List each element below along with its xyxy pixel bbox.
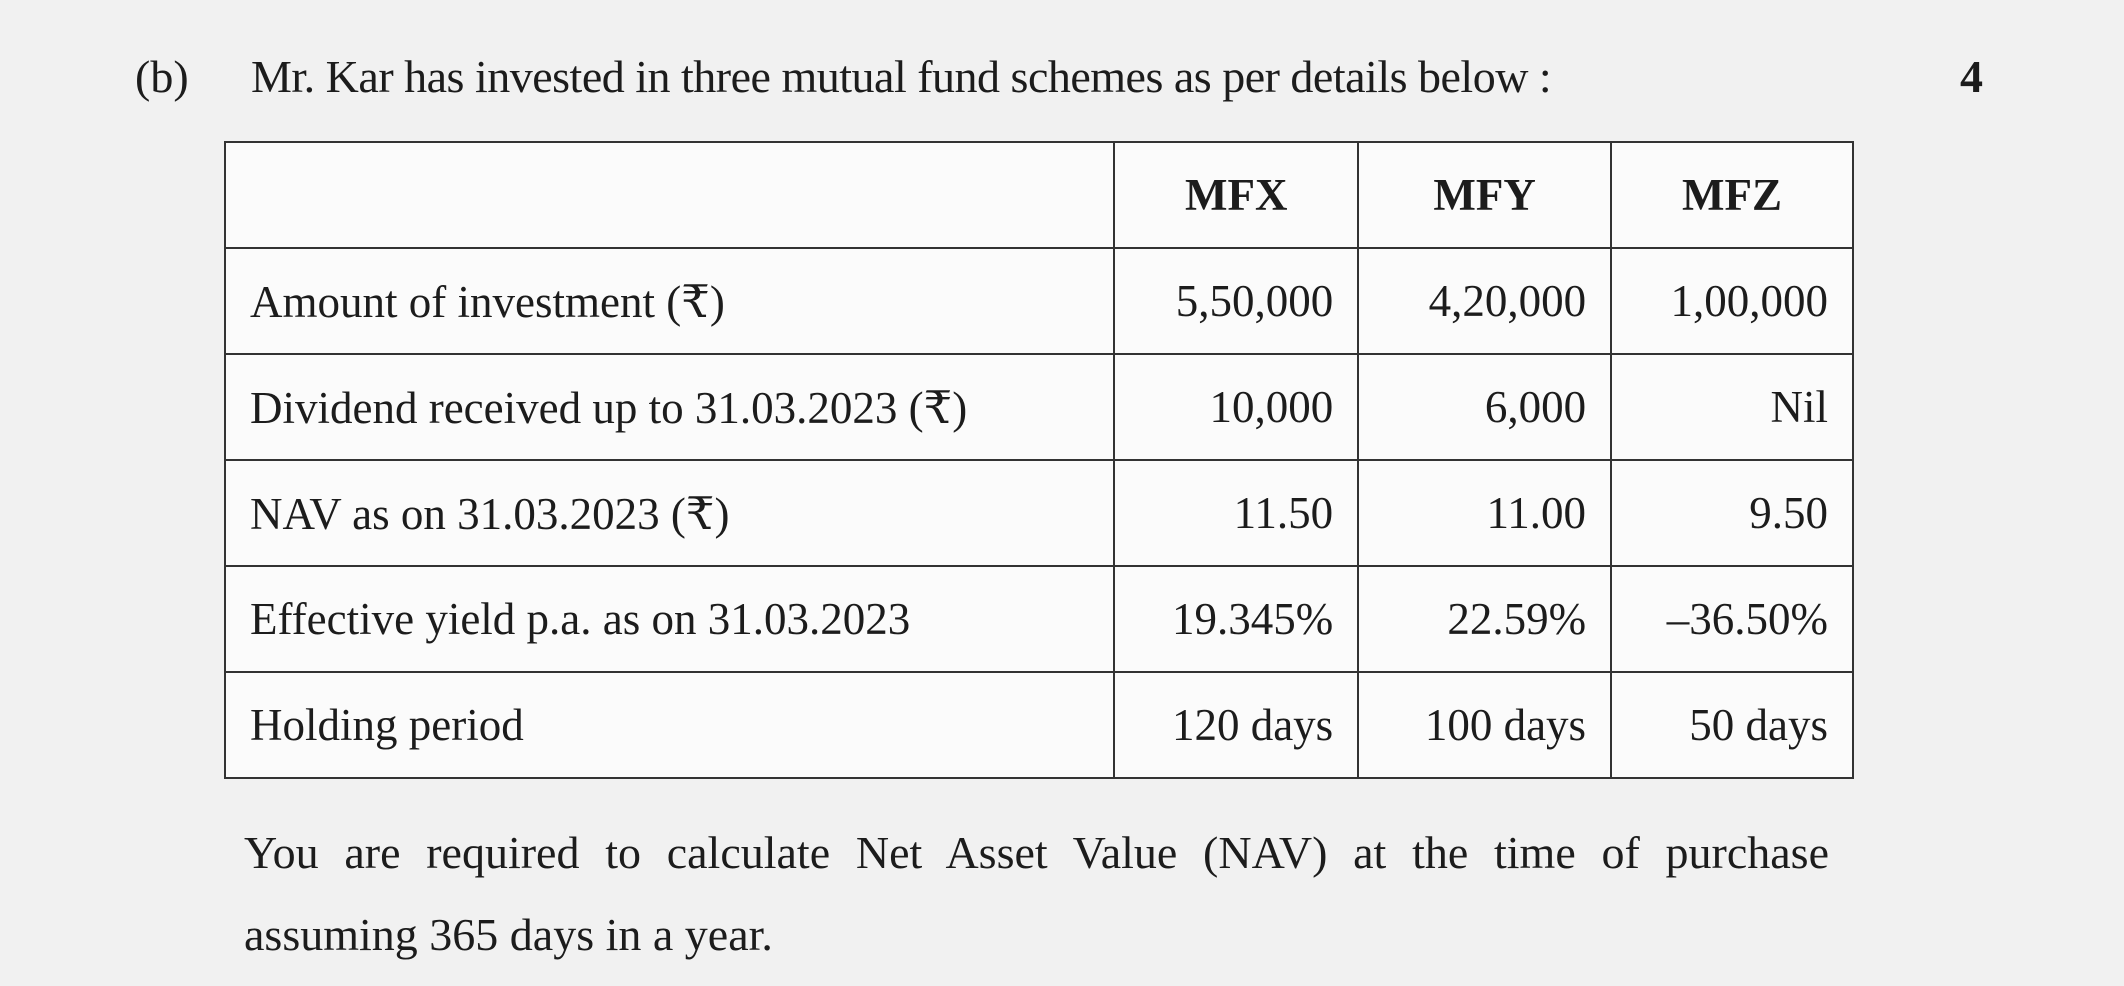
cell-value: 6,000 bbox=[1357, 353, 1613, 461]
cell-value: 19.345% bbox=[1113, 565, 1360, 673]
cell-value: 11.00 bbox=[1357, 459, 1613, 567]
row-label: Effective yield p.a. as on 31.03.2023 bbox=[223, 565, 1116, 673]
header-blank bbox=[223, 141, 1116, 249]
table-row: Amount of investment (₹) 5,50,000 4,20,0… bbox=[223, 247, 1854, 355]
question-marks: 4 bbox=[1960, 51, 1983, 102]
cell-value: 1,00,000 bbox=[1610, 247, 1854, 355]
cell-value: 120 days bbox=[1113, 671, 1360, 779]
table-row: Holding period 120 days 100 days 50 days bbox=[223, 671, 1854, 779]
cell-value: 22.59% bbox=[1357, 565, 1613, 673]
row-label: Holding period bbox=[223, 671, 1116, 779]
header-mfz: MFZ bbox=[1610, 141, 1854, 249]
cell-value: Nil bbox=[1610, 353, 1854, 461]
header-mfx: MFX bbox=[1113, 141, 1360, 249]
cell-value: 5,50,000 bbox=[1113, 247, 1360, 355]
cell-value: 9.50 bbox=[1610, 459, 1854, 567]
row-label: NAV as on 31.03.2023 (₹) bbox=[223, 459, 1116, 567]
cell-value: 100 days bbox=[1357, 671, 1613, 779]
question-text: Mr. Kar has invested in three mutual fun… bbox=[251, 51, 1552, 102]
row-label: Dividend received up to 31.03.2023 (₹) bbox=[223, 353, 1116, 461]
mutual-fund-table: MFX MFY MFZ Amount of investment (₹) 5,5… bbox=[223, 141, 1854, 779]
table-header-row: MFX MFY MFZ bbox=[223, 141, 1854, 249]
cell-value: 11.50 bbox=[1113, 459, 1360, 567]
cell-value: –36.50% bbox=[1610, 565, 1854, 673]
table-row: Dividend received up to 31.03.2023 (₹) 1… bbox=[223, 353, 1854, 461]
table-row: NAV as on 31.03.2023 (₹) 11.50 11.00 9.5… bbox=[223, 459, 1854, 567]
table-row: Effective yield p.a. as on 31.03.2023 19… bbox=[223, 565, 1854, 673]
cell-value: 10,000 bbox=[1113, 353, 1360, 461]
question-label: (b) bbox=[135, 51, 189, 102]
row-label: Amount of investment (₹) bbox=[223, 247, 1116, 355]
instruction-text: You are required to calculate Net Asset … bbox=[244, 827, 1829, 960]
cell-value: 50 days bbox=[1610, 671, 1854, 779]
header-mfy: MFY bbox=[1357, 141, 1613, 249]
cell-value: 4,20,000 bbox=[1357, 247, 1613, 355]
